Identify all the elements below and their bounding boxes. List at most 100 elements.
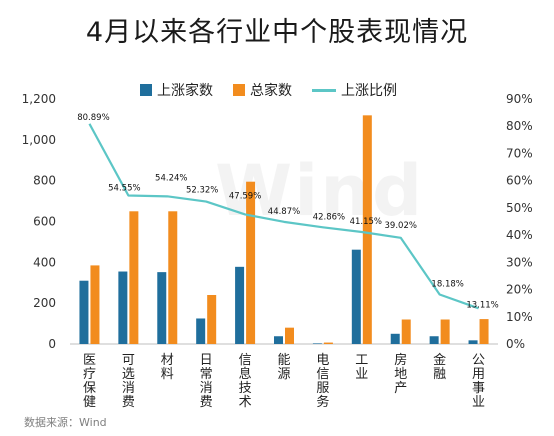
bar-total-count xyxy=(285,327,294,344)
x-tick-label: 常 xyxy=(200,367,213,382)
bar-up-count xyxy=(79,280,89,344)
data-label-up-ratio: 54.24% xyxy=(155,173,187,183)
y-right-tick-label: 90% xyxy=(506,92,533,106)
x-tick-label: 息 xyxy=(239,366,252,382)
x-tick-label: 源 xyxy=(277,367,290,382)
bar-up-count xyxy=(118,271,128,344)
x-tick-label: 信 xyxy=(239,353,252,368)
x-tick-label: 公 xyxy=(472,353,485,368)
bar-up-count xyxy=(196,318,206,344)
x-tick-label: 料 xyxy=(161,367,174,382)
bar-total-count xyxy=(129,211,139,344)
x-tick-label: 电 xyxy=(316,353,329,368)
x-tick-label: 事 xyxy=(472,381,485,396)
x-tick-label: 费 xyxy=(200,395,213,410)
y-right-tick-label: 80% xyxy=(506,119,533,133)
series-line-up-ratio xyxy=(88,123,479,310)
x-tick-label: 服 xyxy=(316,381,329,396)
y-left-tick-label: 800 xyxy=(33,174,56,188)
y-left-tick-label: 400 xyxy=(33,255,56,269)
x-tick-label: 消 xyxy=(122,381,135,396)
legend-item-total-count: 总家数 xyxy=(233,80,292,100)
bar-total-count xyxy=(440,319,450,344)
y-left-tick-label: 0 xyxy=(48,337,56,351)
data-label-up-ratio: 54.55% xyxy=(108,184,140,194)
source-note: 数据来源：Wind xyxy=(24,416,107,429)
x-tick-label: 技 xyxy=(239,381,252,396)
bar-up-count xyxy=(274,336,283,344)
x-tick-label: 可 xyxy=(122,353,135,368)
y-right-tick-label: 70% xyxy=(506,146,533,160)
x-tick-label: 日 xyxy=(200,353,213,368)
x-tick-label: 选 xyxy=(122,367,135,382)
x-tick-label: 材 xyxy=(161,353,174,368)
bar-total-count xyxy=(479,319,489,344)
data-label-up-ratio: 41.15% xyxy=(350,217,382,227)
x-tick-label: 产 xyxy=(394,381,407,396)
bar-total-count xyxy=(401,319,411,344)
bar-up-count xyxy=(390,333,400,344)
y-left-tick-label: 1,000 xyxy=(22,133,56,147)
x-tick-label: 疗 xyxy=(83,367,96,382)
y-right-tick-label: 40% xyxy=(506,228,533,242)
legend-label-up-ratio: 上涨比例 xyxy=(341,83,397,99)
bar-total-count xyxy=(90,265,100,344)
x-tick-label: 工 xyxy=(355,353,368,368)
y-right-tick-label: 10% xyxy=(506,310,533,324)
x-tick-label: 用 xyxy=(472,367,485,382)
x-tick-label: 费 xyxy=(122,395,135,410)
y-left-tick-label: 200 xyxy=(33,296,56,310)
data-label-up-ratio: 18.18% xyxy=(431,280,463,290)
bar-total-count xyxy=(207,295,217,344)
x-tick-label: 房 xyxy=(394,352,407,368)
x-tick-label: 医 xyxy=(83,353,96,368)
bar-total-count xyxy=(246,181,256,344)
bar-up-count xyxy=(351,249,361,344)
y-left-tick-label: 600 xyxy=(33,215,56,229)
legend-swatch-up-count xyxy=(140,84,152,96)
data-label-up-ratio: 39.02% xyxy=(385,221,417,231)
legend-swatch-total-count xyxy=(233,84,245,96)
bar-total-count xyxy=(168,211,178,344)
bar-up-count xyxy=(235,266,245,344)
legend: 上涨家数 总家数 上涨比例 xyxy=(140,80,397,100)
bar-up-count xyxy=(429,336,439,344)
y-right-tick-label: 50% xyxy=(506,201,533,215)
x-tick-label: 业 xyxy=(355,367,368,382)
bar-up-count xyxy=(468,340,478,344)
legend-item-up-ratio: 上涨比例 xyxy=(312,80,397,100)
x-tick-label: 地 xyxy=(394,367,407,382)
y-left-tick-label: 1,200 xyxy=(22,92,56,106)
bar-up-count xyxy=(312,343,322,344)
x-tick-label: 融 xyxy=(433,367,446,382)
data-label-up-ratio: 13.11% xyxy=(466,300,498,310)
legend-label-total-count: 总家数 xyxy=(250,83,292,99)
legend-item-up-count: 上涨家数 xyxy=(140,80,213,100)
x-tick-label: 健 xyxy=(83,395,96,410)
y-right-tick-label: 60% xyxy=(506,174,533,188)
data-label-up-ratio: 80.89% xyxy=(77,113,109,123)
y-right-tick-label: 30% xyxy=(506,255,533,269)
x-tick-label: 消 xyxy=(200,381,213,396)
x-tick-label: 务 xyxy=(316,394,329,410)
x-tick-label: 保 xyxy=(83,381,96,396)
y-right-tick-label: 0% xyxy=(506,337,525,351)
bar-total-count xyxy=(362,115,372,344)
legend-swatch-up-ratio xyxy=(312,88,336,92)
legend-label-up-count: 上涨家数 xyxy=(157,83,213,99)
bar-up-count xyxy=(157,272,167,344)
data-label-up-ratio: 47.59% xyxy=(229,191,261,201)
data-label-up-ratio: 42.86% xyxy=(313,212,345,222)
data-label-up-ratio: 52.32% xyxy=(186,186,218,196)
chart-title: 4月以来各行业中个股表现情况 xyxy=(85,17,469,48)
x-tick-label: 业 xyxy=(472,395,485,410)
y-right-tick-label: 20% xyxy=(506,283,533,297)
x-tick-label: 能 xyxy=(277,353,290,368)
data-label-up-ratio: 44.87% xyxy=(268,207,300,217)
x-tick-label: 信 xyxy=(316,367,329,382)
x-tick-label: 金 xyxy=(433,352,446,368)
x-tick-label: 术 xyxy=(239,395,252,410)
bar-total-count xyxy=(323,342,333,344)
